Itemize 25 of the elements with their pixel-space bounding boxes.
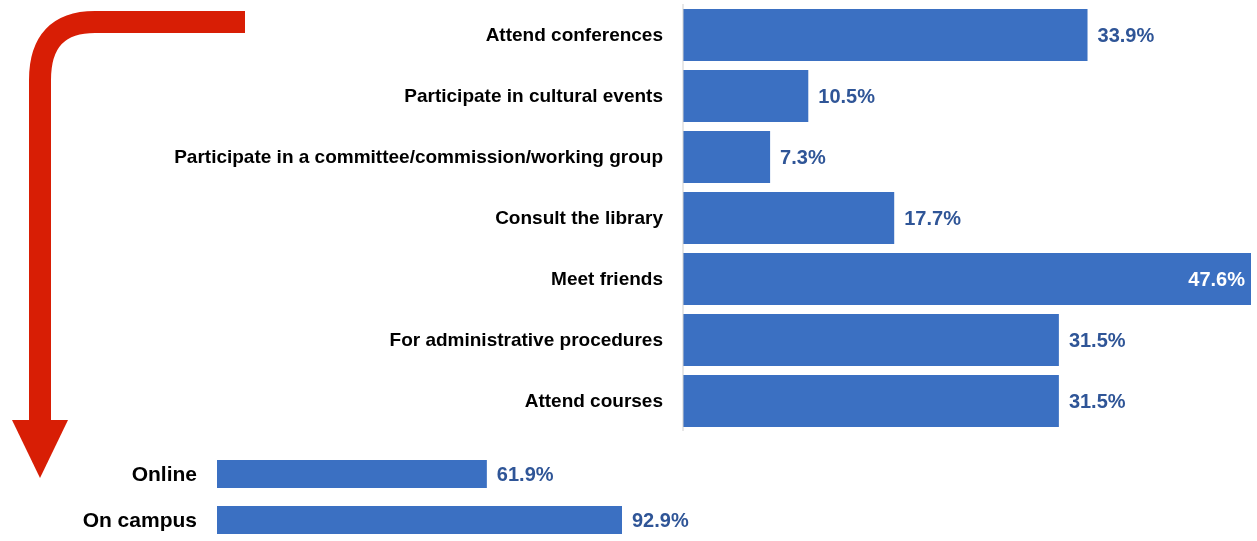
data-label: 61.9%	[496, 463, 554, 485]
bar	[683, 9, 1088, 61]
y-tick-label: On campus	[82, 508, 197, 532]
bar	[683, 375, 1059, 427]
data-label: 33.9%	[1097, 24, 1155, 46]
data-label: 10.5%	[818, 85, 876, 107]
bar	[683, 314, 1059, 366]
y-tick-label: For administrative procedures	[389, 329, 663, 351]
data-label: 31.5%	[1068, 390, 1126, 412]
bar	[683, 192, 895, 244]
y-tick-label: Participate in a committee/commission/working group	[174, 146, 663, 168]
y-tick-label: Meet friends	[551, 268, 663, 290]
bar	[683, 70, 809, 122]
y-tick-label: Participate in cultural events	[404, 85, 663, 107]
data-label: 92.9%	[632, 509, 689, 531]
y-tick-label: Consult the library	[495, 207, 664, 229]
data-label: 31.5%	[1068, 329, 1126, 351]
y-tick-label: Attend conferences	[485, 24, 663, 46]
data-label: 17.7%	[904, 207, 962, 229]
bar	[683, 253, 1251, 305]
y-tick-label: Attend courses	[524, 390, 663, 412]
data-label: 7.3%	[780, 146, 826, 168]
y-tick-label: Online	[131, 462, 197, 486]
bar	[683, 131, 771, 183]
data-label: 47.6%	[1188, 268, 1246, 290]
